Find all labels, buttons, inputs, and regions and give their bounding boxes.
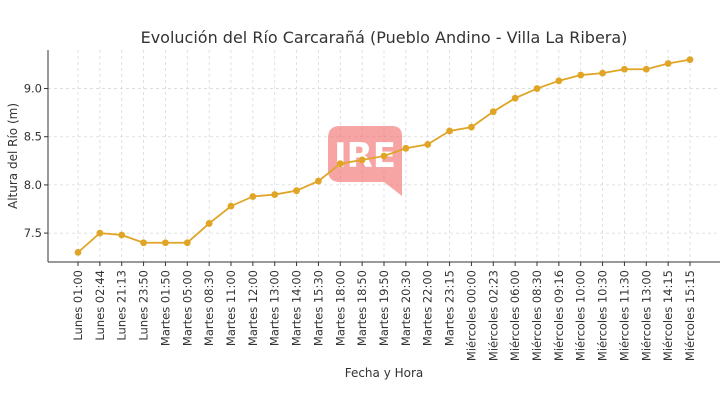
data-point [468, 123, 475, 131]
y-ticks: 7.5 8.0 8.5 9.0 [24, 82, 48, 240]
x-tick-label: Martes 15:30 [311, 270, 325, 346]
data-point [140, 239, 147, 247]
data-point [533, 85, 541, 92]
x-tick-label: Lunes 02:44 [93, 270, 107, 341]
grid [48, 50, 720, 262]
x-tick-label: Miércoles 08:30 [530, 270, 544, 361]
x-tick-label: Martes 18:00 [333, 270, 347, 346]
y-tick-label: 8.0 [24, 178, 42, 192]
x-tick-label: Miércoles 14:15 [661, 270, 675, 361]
x-tick-label: Miércoles 11:30 [617, 270, 631, 361]
x-tick-label: Miércoles 09:16 [552, 270, 566, 361]
data-point [489, 108, 497, 116]
data-point [336, 160, 344, 168]
data-point [162, 239, 169, 247]
x-tick-label: Martes 22:00 [421, 270, 435, 346]
x-tick-label: Martes 05:00 [180, 270, 194, 346]
x-tick-label: Miércoles 02:23 [486, 270, 500, 361]
x-tick-label: Martes 19:50 [377, 270, 391, 346]
data-point [446, 127, 453, 135]
data-point [686, 56, 694, 64]
x-tick-label: Martes 20:30 [399, 270, 413, 346]
x-tick-label: Martes 23:15 [443, 270, 457, 346]
x-tick-label: Martes 13:00 [268, 270, 282, 346]
data-point [183, 239, 191, 247]
data-point [205, 220, 213, 227]
x-tick-label: Martes 01:50 [158, 270, 172, 346]
x-tick-label: Miércoles 15:15 [683, 270, 697, 361]
data-point [293, 187, 300, 195]
x-tick-label: Lunes 23:50 [137, 270, 151, 341]
y-tick-label: 8.5 [24, 130, 42, 144]
data-point [424, 141, 432, 148]
x-tick-label: Lunes 01:00 [71, 270, 85, 341]
x-tick-label: Lunes 21:13 [115, 270, 129, 341]
data-point [118, 231, 126, 239]
data-point [227, 202, 235, 210]
data-point [642, 65, 650, 73]
x-tick-label: Martes 18:50 [355, 270, 369, 346]
data-point [315, 177, 322, 185]
x-tick-label: Martes 14:00 [290, 270, 304, 346]
y-tick-label: 9.0 [24, 82, 42, 96]
data-point [621, 65, 628, 73]
x-axis-label: Fecha y Hora [345, 366, 424, 380]
y-tick-label: 7.5 [24, 226, 42, 240]
x-tick-label: Martes 08:30 [202, 270, 216, 346]
x-tick-label: Martes 12:00 [246, 270, 260, 346]
data-point [271, 191, 279, 198]
x-tick-label: Miércoles 10:30 [596, 270, 610, 361]
data-point [599, 69, 606, 77]
x-tick-label: Miércoles 06:00 [508, 270, 522, 361]
x-tick-label: Miércoles 10:00 [574, 270, 588, 361]
x-tick-label: Miércoles 00:00 [464, 270, 478, 361]
series-river-level [74, 56, 694, 256]
data-point [249, 193, 257, 200]
x-ticks: Lunes 01:00 Lunes 02:44 Lunes 21:13 Lunes 2… [71, 262, 697, 361]
data-point [74, 248, 82, 256]
data-point [577, 71, 585, 79]
y-axis-label: Altura del Río (m) [6, 103, 20, 209]
x-tick-label: Martes 11:00 [224, 270, 238, 346]
data-point [380, 152, 388, 160]
data-point [664, 60, 672, 67]
data-point [555, 77, 563, 85]
data-point [358, 156, 366, 164]
data-point [511, 94, 519, 102]
chart-title: Evolución del Río Carcarañá (Pueblo Andi… [141, 28, 628, 47]
data-point [402, 144, 410, 152]
data-point [96, 229, 104, 237]
x-tick-label: Miércoles 13:00 [639, 270, 653, 361]
